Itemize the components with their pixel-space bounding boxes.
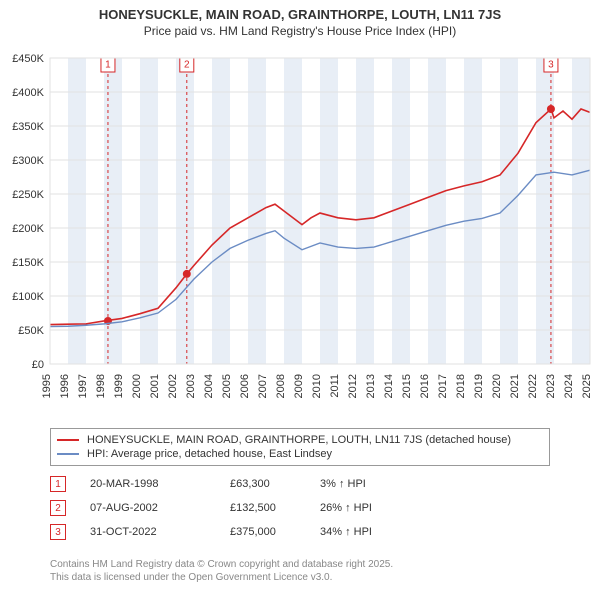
year-band	[248, 58, 266, 364]
year-band	[212, 58, 230, 364]
y-axis-label: £350K	[12, 121, 44, 133]
x-axis-label: 2004	[203, 374, 215, 398]
x-axis-label: 1998	[95, 374, 107, 398]
year-band	[572, 58, 590, 364]
y-axis-label: £100K	[12, 291, 44, 303]
x-axis-label: 2019	[473, 374, 485, 398]
event-marker-number: 2	[184, 60, 190, 71]
legend-item: HPI: Average price, detached house, East…	[57, 447, 543, 461]
event-price: £132,500	[230, 502, 320, 514]
y-axis-label: £300K	[12, 155, 44, 167]
event-pct: 26% ↑ HPI	[320, 502, 440, 514]
series-point	[547, 105, 555, 113]
y-axis-label: £200K	[12, 223, 44, 235]
y-axis-label: £250K	[12, 189, 44, 201]
event-marker-icon: 3	[50, 524, 66, 540]
x-axis-label: 2005	[221, 374, 233, 398]
x-axis-label: 2023	[545, 374, 557, 398]
x-axis-label: 2012	[347, 374, 359, 398]
x-axis-label: 2011	[329, 374, 341, 398]
event-price: £63,300	[230, 478, 320, 490]
year-band	[356, 58, 374, 364]
y-axis-label: £400K	[12, 87, 44, 99]
event-marker-number: 1	[105, 60, 111, 71]
x-axis-label: 2013	[365, 374, 377, 398]
event-pct: 34% ↑ HPI	[320, 526, 440, 538]
year-band	[428, 58, 446, 364]
event-marker-icon: 2	[50, 500, 66, 516]
x-axis-label: 2020	[491, 374, 503, 398]
legend-label: HPI: Average price, detached house, East…	[87, 448, 332, 460]
x-axis-label: 2003	[185, 374, 197, 398]
x-axis-label: 2022	[527, 374, 539, 398]
x-axis-label: 2015	[401, 374, 413, 398]
x-axis-label: 2007	[257, 374, 269, 398]
chart-title-line2: Price paid vs. HM Land Registry's House …	[0, 24, 600, 42]
x-axis-label: 2001	[149, 374, 161, 398]
event-row: 2 07-AUG-2002£132,50026% ↑ HPI	[50, 496, 550, 520]
x-axis-label: 2021	[509, 374, 521, 398]
y-axis-label: £150K	[12, 257, 44, 269]
year-band	[392, 58, 410, 364]
x-axis-label: 2008	[275, 374, 287, 398]
x-axis-label: 1999	[113, 374, 125, 398]
y-axis-label: £0	[32, 359, 44, 371]
price-chart: £0 £50K £100K £150K £200K £250K £300K £350K £400…	[0, 46, 600, 416]
x-axis-label: 2017	[437, 374, 449, 398]
legend-item: HONEYSUCKLE, MAIN ROAD, GRAINTHORPE, LOU…	[57, 433, 543, 447]
x-axis-label: 2024	[563, 374, 575, 398]
x-axis-label: 2009	[293, 374, 305, 398]
event-row: 1 20-MAR-1998£63,3003% ↑ HPI	[50, 472, 550, 496]
y-axis-label: £450K	[12, 53, 44, 65]
year-band	[140, 58, 158, 364]
event-pct: 3% ↑ HPI	[320, 478, 440, 490]
footer-attribution: Contains HM Land Registry data © Crown c…	[50, 558, 393, 584]
legend-swatch	[57, 453, 79, 455]
event-marker-icon: 1	[50, 476, 66, 492]
year-band	[284, 58, 302, 364]
legend: HONEYSUCKLE, MAIN ROAD, GRAINTHORPE, LOU…	[50, 428, 550, 466]
x-axis-label: 2016	[419, 374, 431, 398]
event-table: 1 20-MAR-1998£63,3003% ↑ HPI 2 07-AUG-2002£…	[50, 472, 550, 544]
event-date: 20-MAR-1998	[90, 478, 230, 490]
x-axis-label: 2002	[167, 374, 179, 398]
footer-line2: This data is licensed under the Open Gov…	[50, 571, 393, 584]
series-point	[183, 270, 191, 278]
x-axis-label: 2025	[581, 374, 593, 398]
x-axis-label: 2010	[311, 374, 323, 398]
event-marker-number: 3	[548, 60, 554, 71]
event-date: 07-AUG-2002	[90, 502, 230, 514]
event-price: £375,000	[230, 526, 320, 538]
legend-swatch	[57, 439, 79, 441]
footer-line1: Contains HM Land Registry data © Crown c…	[50, 558, 393, 571]
y-axis-label: £50K	[18, 325, 44, 337]
year-band	[536, 58, 554, 364]
x-axis-label: 2018	[455, 374, 467, 398]
x-axis-label: 2000	[131, 374, 143, 398]
chart-title-line1: HONEYSUCKLE, MAIN ROAD, GRAINTHORPE, LOU…	[0, 0, 600, 24]
x-axis-label: 2006	[239, 374, 251, 398]
x-axis-label: 1996	[59, 374, 71, 398]
chart-area: £0 £50K £100K £150K £200K £250K £300K £350K £400…	[0, 46, 600, 416]
legend-label: HONEYSUCKLE, MAIN ROAD, GRAINTHORPE, LOU…	[87, 434, 511, 446]
year-band	[68, 58, 86, 364]
x-axis-label: 2014	[383, 374, 395, 398]
x-axis-label: 1995	[41, 374, 53, 398]
event-date: 31-OCT-2022	[90, 526, 230, 538]
x-axis-label: 1997	[77, 374, 89, 398]
year-band	[176, 58, 194, 364]
event-row: 3 31-OCT-2022£375,00034% ↑ HPI	[50, 520, 550, 544]
year-band	[464, 58, 482, 364]
year-band	[320, 58, 338, 364]
